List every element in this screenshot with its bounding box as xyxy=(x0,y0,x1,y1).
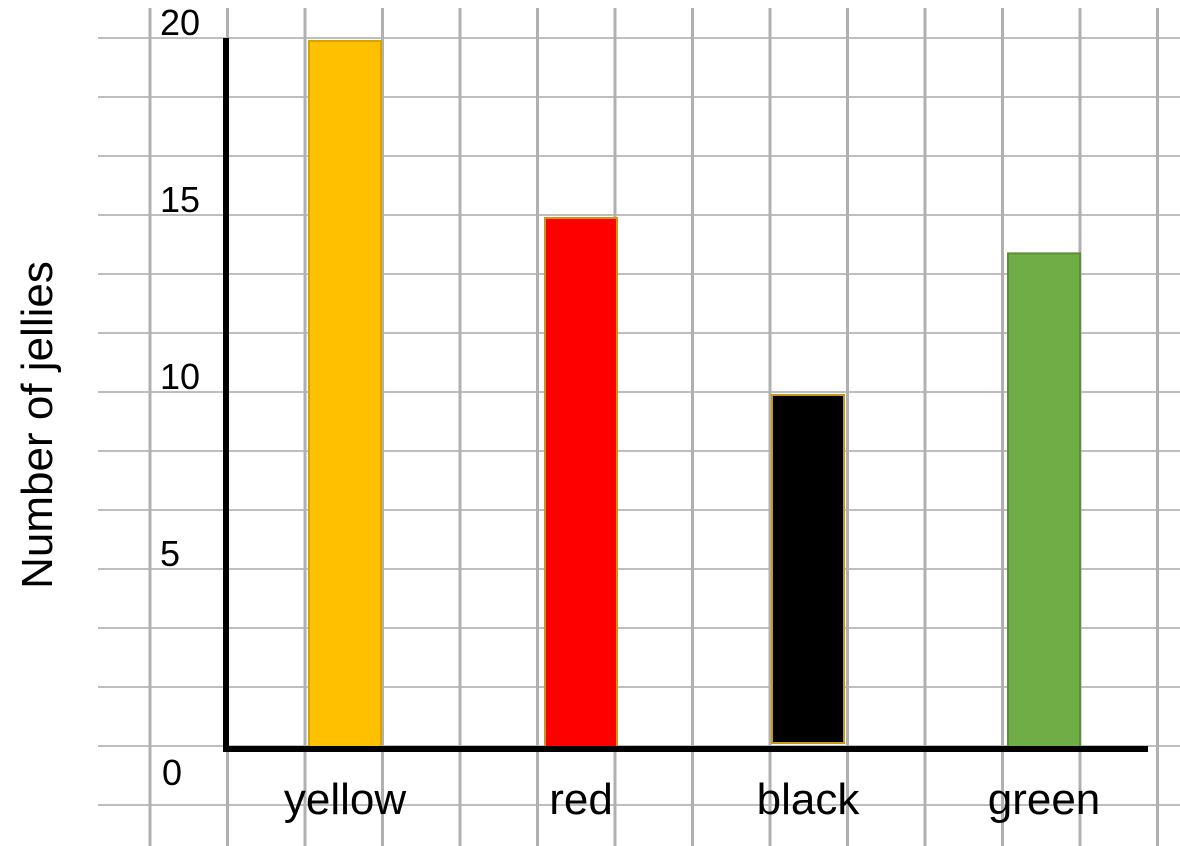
bar-green xyxy=(1007,252,1081,750)
y-tick-label: 20 xyxy=(160,2,200,43)
category-labels: yellow red black green xyxy=(284,775,1100,824)
y-axis-label: Number of jellies xyxy=(13,261,62,589)
y-tick-label: 0 xyxy=(162,752,182,793)
bar-red xyxy=(544,217,618,750)
x-tick-label-yellow: yellow xyxy=(284,775,406,824)
y-tick-labels: 0 5 10 15 20 xyxy=(160,2,200,793)
bar-yellow xyxy=(308,40,382,750)
y-tick-label: 5 xyxy=(160,533,180,574)
x-tick-label-red: red xyxy=(549,775,613,824)
y-tick-label: 10 xyxy=(160,356,200,397)
bars xyxy=(308,40,1081,750)
axes xyxy=(223,38,1148,752)
x-tick-label-green: green xyxy=(988,775,1101,824)
bar-black xyxy=(771,394,845,744)
y-tick-label: 15 xyxy=(160,179,200,220)
x-tick-label-black: black xyxy=(757,775,861,824)
